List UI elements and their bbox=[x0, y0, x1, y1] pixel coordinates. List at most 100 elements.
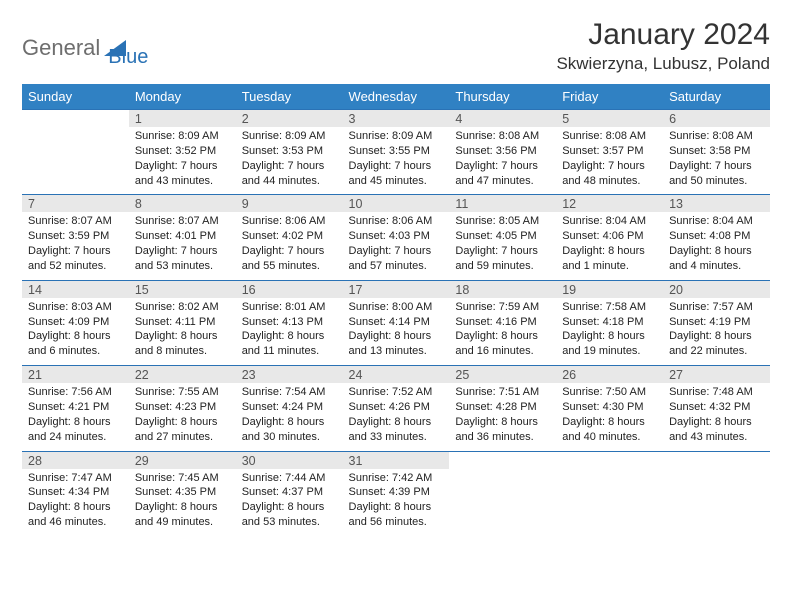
day-number-row: 28293031 bbox=[22, 451, 770, 469]
day-number: 8 bbox=[129, 195, 236, 213]
day-cell: Sunrise: 7:44 AMSunset: 4:37 PMDaylight:… bbox=[236, 469, 343, 536]
sunrise-text: Sunrise: 7:50 AM bbox=[562, 385, 657, 400]
sunrise-text: Sunrise: 7:44 AM bbox=[242, 471, 337, 486]
weekday-header: Wednesday bbox=[343, 84, 450, 110]
daylight-text: Daylight: 8 hours and 8 minutes. bbox=[135, 329, 230, 359]
daylight-text: Daylight: 7 hours and 52 minutes. bbox=[28, 244, 123, 274]
daylight-text: Daylight: 8 hours and 46 minutes. bbox=[28, 500, 123, 530]
daylight-text: Daylight: 8 hours and 40 minutes. bbox=[562, 415, 657, 445]
daylight-text: Daylight: 7 hours and 50 minutes. bbox=[669, 159, 764, 189]
sunset-text: Sunset: 4:35 PM bbox=[135, 485, 230, 500]
daylight-text: Daylight: 7 hours and 59 minutes. bbox=[455, 244, 550, 274]
day-cell: Sunrise: 8:06 AMSunset: 4:03 PMDaylight:… bbox=[343, 212, 450, 280]
day-number: 20 bbox=[663, 280, 770, 298]
sunset-text: Sunset: 4:02 PM bbox=[242, 229, 337, 244]
sunrise-text: Sunrise: 7:42 AM bbox=[349, 471, 444, 486]
sunset-text: Sunset: 4:11 PM bbox=[135, 315, 230, 330]
weekday-header: Friday bbox=[556, 84, 663, 110]
daylight-text: Daylight: 8 hours and 1 minute. bbox=[562, 244, 657, 274]
day-number: 10 bbox=[343, 195, 450, 213]
daylight-text: Daylight: 8 hours and 33 minutes. bbox=[349, 415, 444, 445]
sunrise-text: Sunrise: 7:57 AM bbox=[669, 300, 764, 315]
daylight-text: Daylight: 8 hours and 43 minutes. bbox=[669, 415, 764, 445]
sunrise-text: Sunrise: 8:03 AM bbox=[28, 300, 123, 315]
sunrise-text: Sunrise: 7:55 AM bbox=[135, 385, 230, 400]
daylight-text: Daylight: 8 hours and 56 minutes. bbox=[349, 500, 444, 530]
sunset-text: Sunset: 3:53 PM bbox=[242, 144, 337, 159]
day-cell: Sunrise: 7:47 AMSunset: 4:34 PMDaylight:… bbox=[22, 469, 129, 536]
day-cell: Sunrise: 8:04 AMSunset: 4:06 PMDaylight:… bbox=[556, 212, 663, 280]
sunrise-text: Sunrise: 7:47 AM bbox=[28, 471, 123, 486]
day-number: 30 bbox=[236, 451, 343, 469]
sunrise-text: Sunrise: 7:59 AM bbox=[455, 300, 550, 315]
sunset-text: Sunset: 4:06 PM bbox=[562, 229, 657, 244]
day-number: 1 bbox=[129, 110, 236, 128]
day-cell: Sunrise: 8:00 AMSunset: 4:14 PMDaylight:… bbox=[343, 298, 450, 366]
sunrise-text: Sunrise: 8:02 AM bbox=[135, 300, 230, 315]
day-number: 24 bbox=[343, 366, 450, 384]
day-cell: Sunrise: 7:51 AMSunset: 4:28 PMDaylight:… bbox=[449, 383, 556, 451]
sunset-text: Sunset: 4:28 PM bbox=[455, 400, 550, 415]
day-content-row: Sunrise: 8:09 AMSunset: 3:52 PMDaylight:… bbox=[22, 127, 770, 195]
day-number: 2 bbox=[236, 110, 343, 128]
daylight-text: Daylight: 8 hours and 22 minutes. bbox=[669, 329, 764, 359]
sunset-text: Sunset: 3:59 PM bbox=[28, 229, 123, 244]
day-cell: Sunrise: 8:07 AMSunset: 3:59 PMDaylight:… bbox=[22, 212, 129, 280]
sunrise-text: Sunrise: 8:00 AM bbox=[349, 300, 444, 315]
daylight-text: Daylight: 8 hours and 6 minutes. bbox=[28, 329, 123, 359]
sunset-text: Sunset: 4:30 PM bbox=[562, 400, 657, 415]
day-number: 15 bbox=[129, 280, 236, 298]
daylight-text: Daylight: 7 hours and 48 minutes. bbox=[562, 159, 657, 189]
day-number: 16 bbox=[236, 280, 343, 298]
day-number-row: 123456 bbox=[22, 110, 770, 128]
sunrise-text: Sunrise: 7:54 AM bbox=[242, 385, 337, 400]
day-cell: Sunrise: 8:05 AMSunset: 4:05 PMDaylight:… bbox=[449, 212, 556, 280]
weekday-header: Saturday bbox=[663, 84, 770, 110]
daylight-text: Daylight: 8 hours and 11 minutes. bbox=[242, 329, 337, 359]
weekday-header: Tuesday bbox=[236, 84, 343, 110]
sunset-text: Sunset: 4:21 PM bbox=[28, 400, 123, 415]
sunset-text: Sunset: 3:56 PM bbox=[455, 144, 550, 159]
day-cell: Sunrise: 7:52 AMSunset: 4:26 PMDaylight:… bbox=[343, 383, 450, 451]
daylight-text: Daylight: 8 hours and 49 minutes. bbox=[135, 500, 230, 530]
day-number: 21 bbox=[22, 366, 129, 384]
sunset-text: Sunset: 4:19 PM bbox=[669, 315, 764, 330]
day-cell: Sunrise: 8:09 AMSunset: 3:55 PMDaylight:… bbox=[343, 127, 450, 195]
sunset-text: Sunset: 4:18 PM bbox=[562, 315, 657, 330]
day-number-row: 78910111213 bbox=[22, 195, 770, 213]
day-number bbox=[449, 451, 556, 469]
daylight-text: Daylight: 8 hours and 30 minutes. bbox=[242, 415, 337, 445]
day-number: 29 bbox=[129, 451, 236, 469]
day-cell: Sunrise: 8:07 AMSunset: 4:01 PMDaylight:… bbox=[129, 212, 236, 280]
day-cell: Sunrise: 7:55 AMSunset: 4:23 PMDaylight:… bbox=[129, 383, 236, 451]
sunrise-text: Sunrise: 8:01 AM bbox=[242, 300, 337, 315]
daylight-text: Daylight: 7 hours and 45 minutes. bbox=[349, 159, 444, 189]
month-title: January 2024 bbox=[556, 18, 770, 52]
day-cell bbox=[663, 469, 770, 536]
day-number: 4 bbox=[449, 110, 556, 128]
sunrise-text: Sunrise: 8:08 AM bbox=[562, 129, 657, 144]
sunset-text: Sunset: 4:09 PM bbox=[28, 315, 123, 330]
daylight-text: Daylight: 8 hours and 36 minutes. bbox=[455, 415, 550, 445]
day-number bbox=[556, 451, 663, 469]
daylight-text: Daylight: 7 hours and 53 minutes. bbox=[135, 244, 230, 274]
daylight-text: Daylight: 8 hours and 13 minutes. bbox=[349, 329, 444, 359]
sunrise-text: Sunrise: 8:04 AM bbox=[562, 214, 657, 229]
day-number: 26 bbox=[556, 366, 663, 384]
sunset-text: Sunset: 4:32 PM bbox=[669, 400, 764, 415]
sunset-text: Sunset: 4:08 PM bbox=[669, 229, 764, 244]
daylight-text: Daylight: 7 hours and 57 minutes. bbox=[349, 244, 444, 274]
sunset-text: Sunset: 4:01 PM bbox=[135, 229, 230, 244]
day-cell: Sunrise: 8:02 AMSunset: 4:11 PMDaylight:… bbox=[129, 298, 236, 366]
daylight-text: Daylight: 7 hours and 47 minutes. bbox=[455, 159, 550, 189]
daylight-text: Daylight: 7 hours and 44 minutes. bbox=[242, 159, 337, 189]
sunset-text: Sunset: 4:03 PM bbox=[349, 229, 444, 244]
day-cell: Sunrise: 8:01 AMSunset: 4:13 PMDaylight:… bbox=[236, 298, 343, 366]
sunset-text: Sunset: 4:23 PM bbox=[135, 400, 230, 415]
day-cell: Sunrise: 7:58 AMSunset: 4:18 PMDaylight:… bbox=[556, 298, 663, 366]
sunset-text: Sunset: 4:34 PM bbox=[28, 485, 123, 500]
daylight-text: Daylight: 7 hours and 43 minutes. bbox=[135, 159, 230, 189]
day-cell: Sunrise: 8:04 AMSunset: 4:08 PMDaylight:… bbox=[663, 212, 770, 280]
day-content-row: Sunrise: 8:03 AMSunset: 4:09 PMDaylight:… bbox=[22, 298, 770, 366]
day-cell bbox=[449, 469, 556, 536]
